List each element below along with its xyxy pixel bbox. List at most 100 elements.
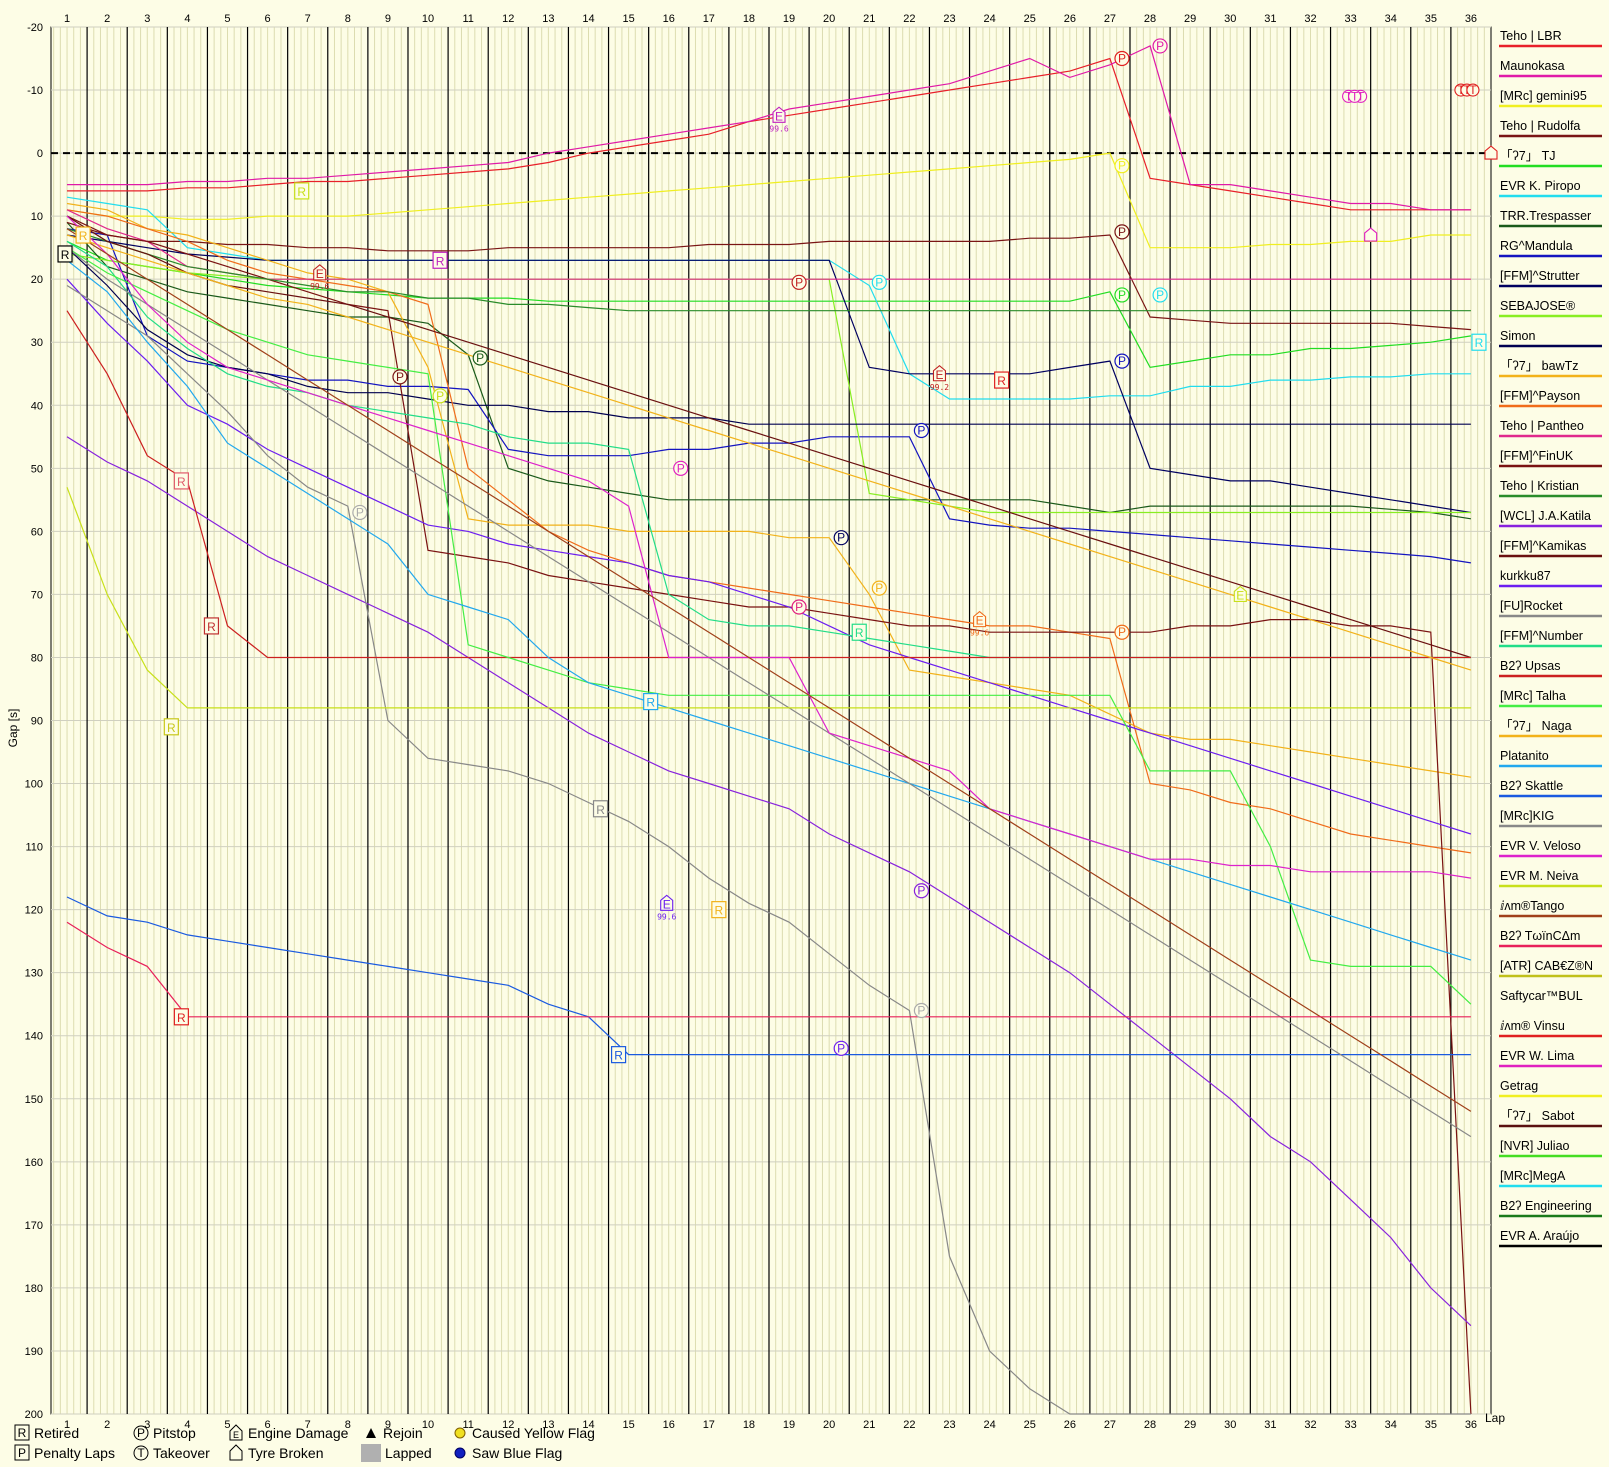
key-item-T-circle: T Takeover xyxy=(133,1445,210,1461)
x-tick-label-top: 36 xyxy=(1465,13,1477,25)
key-house-icon xyxy=(229,1444,243,1461)
x-tick-label-top: 13 xyxy=(542,13,554,25)
x-tick-label-bottom: 6 xyxy=(265,1419,271,1431)
x-tick-label-top: 20 xyxy=(823,13,835,25)
x-tick-label-top: 33 xyxy=(1344,13,1356,25)
legend-label-34: EVR W. Lima xyxy=(1500,1049,1574,1063)
key-item-grey-box: Lapped xyxy=(361,1444,432,1462)
x-tick-label-top: 32 xyxy=(1304,13,1316,25)
series-line-4 xyxy=(66,240,1471,369)
pitstop-marker xyxy=(791,599,807,615)
series-line-24 xyxy=(66,259,1472,961)
legend-label-33: ⅈᴧm® Vinsu xyxy=(1500,1019,1565,1033)
key-label: Takeover xyxy=(153,1445,210,1461)
pitstop-marker-label: P xyxy=(1118,225,1126,239)
legend-label-3: Teho | Rudolfa xyxy=(1500,119,1580,133)
pitstop-marker-label: P xyxy=(1118,159,1126,173)
x-tick-label-top: 21 xyxy=(863,13,875,25)
legend-label-21: B2ʔ Upsas xyxy=(1500,659,1560,673)
legend-label-40: EVR A. Araújo xyxy=(1500,1229,1579,1243)
y-tick-label: 80 xyxy=(31,652,43,664)
retired-marker xyxy=(432,251,448,269)
x-tick-label-top: 22 xyxy=(903,13,915,25)
pitstop-marker xyxy=(833,530,849,546)
pitstop-marker-label: P xyxy=(677,461,685,475)
retired-marker-label: R xyxy=(646,696,655,710)
engine-damage-value: 99.6 xyxy=(970,629,989,638)
y-tick-label: 0 xyxy=(37,148,43,160)
legend-label-19: [FU]Rocket xyxy=(1500,599,1563,613)
x-tick-label-top: 30 xyxy=(1224,13,1236,25)
x-tick-label-bottom: 31 xyxy=(1264,1419,1276,1431)
takeover-marker xyxy=(1466,83,1480,97)
key-circle-letter: P xyxy=(137,1426,145,1440)
x-tick-label-top: 29 xyxy=(1184,13,1196,25)
key-label: Engine Damage xyxy=(248,1425,349,1441)
key-yellow-dot-icon xyxy=(454,1427,466,1439)
y-tick-label: 20 xyxy=(31,274,43,286)
series-lines xyxy=(66,45,1472,1415)
retired-marker-label: R xyxy=(614,1049,623,1063)
engine-damage-marker-label: E xyxy=(935,368,943,382)
x-tick-label-bottom: 5 xyxy=(224,1419,230,1431)
pitstop-marker xyxy=(673,460,689,476)
legend-label-30: B2ʔ TωïnCΔm xyxy=(1500,929,1580,943)
y-tick-label: 150 xyxy=(25,1094,43,1106)
x-tick-label-bottom: 23 xyxy=(943,1419,955,1431)
engine-damage-marker xyxy=(313,264,327,281)
series-line-1 xyxy=(67,45,1471,211)
x-tick-label-bottom: 17 xyxy=(703,1419,715,1431)
legend-label-2: [MRc] gemini95 xyxy=(1500,89,1587,103)
series-line-11 xyxy=(66,202,1471,778)
legend-label-12: [FFM]^Payson xyxy=(1500,389,1580,403)
x-tick-label-bottom: 27 xyxy=(1104,1419,1116,1431)
retired-marker-label: R xyxy=(596,803,605,817)
pitstop-marker xyxy=(1114,624,1130,640)
y-tick-label: 90 xyxy=(31,716,43,728)
x-tick-label-top: 27 xyxy=(1104,13,1116,25)
legend-label-8: [FFM]^Strutter xyxy=(1500,269,1579,283)
x-tick-label-bottom: 16 xyxy=(663,1419,675,1431)
x-tick-label-top: 15 xyxy=(622,13,634,25)
retired-marker-label: R xyxy=(1475,336,1484,350)
x-tick-label-top: 3 xyxy=(144,13,150,25)
engine-damage-marker xyxy=(772,106,786,123)
retired-marker-label: R xyxy=(997,374,1006,388)
pitstop-marker-label: P xyxy=(875,275,883,289)
retired-marker xyxy=(75,226,91,244)
retired-marker xyxy=(163,718,179,736)
key-box-letter: P xyxy=(18,1446,26,1460)
y-tick-label: 50 xyxy=(31,463,43,475)
y-tick-label: 10 xyxy=(31,211,43,223)
legend-label-31: [ATR] CAB€Z®N xyxy=(1500,959,1593,973)
pitstop-marker xyxy=(833,1040,849,1056)
retired-marker-label: R xyxy=(855,626,864,640)
pitstop-marker xyxy=(913,883,930,899)
retired-marker xyxy=(610,1046,627,1064)
x-tick-label-top: 12 xyxy=(502,13,514,25)
x-tick-label-top: 17 xyxy=(703,13,715,25)
pitstop-marker xyxy=(791,274,807,290)
x-axis-label: Lap xyxy=(1485,1411,1505,1425)
series-line-30 xyxy=(66,921,1471,1018)
symbol-key: R Retired P Pitstop E Engine Damage Rejoin Caus… xyxy=(14,1424,595,1462)
pitstop-marker xyxy=(1152,38,1168,54)
x-tick-label-bottom: 18 xyxy=(743,1419,755,1431)
legend-label-10: Simon xyxy=(1500,329,1535,343)
engine-damage-marker xyxy=(973,610,987,628)
y-tick-label: -10 xyxy=(27,85,43,97)
x-tick-label-top: 35 xyxy=(1425,13,1437,25)
pitstop-marker-label: P xyxy=(795,600,803,614)
y-tick-label: 180 xyxy=(25,1283,43,1295)
y-tick-label: 190 xyxy=(25,1346,43,1358)
x-tick-label-top: 4 xyxy=(184,13,190,25)
x-tick-label-bottom: 14 xyxy=(582,1419,594,1431)
axis-ticks: -20-100102030405060708090100110120130140… xyxy=(25,13,1477,1431)
key-item-yellow-dot: Caused Yellow Flag xyxy=(454,1425,595,1441)
series-line-10 xyxy=(66,247,1471,425)
pitstop-marker-label: P xyxy=(1118,625,1126,639)
retired-marker-label: R xyxy=(207,620,216,634)
legend-label-27: EVR V. Veloso xyxy=(1500,839,1581,853)
legend-label-7: RG^Mandula xyxy=(1500,239,1573,253)
series-line-14 xyxy=(66,221,1472,1415)
